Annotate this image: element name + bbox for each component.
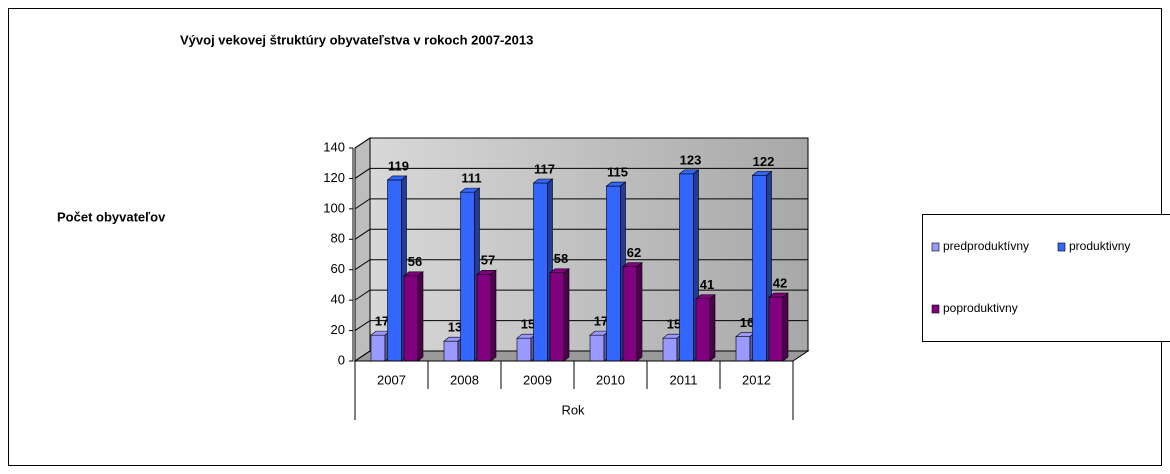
legend-label: poproduktivny	[943, 301, 1018, 315]
bar	[476, 269, 497, 362]
chart-title: Vývoj vekovej štruktúry obyvateľstva v r…	[180, 32, 533, 47]
bar-front	[476, 273, 492, 362]
grid-line	[354, 228, 808, 240]
bar-front	[695, 298, 711, 362]
data-label: 57	[481, 253, 495, 268]
x-tick-label: 2012	[742, 372, 771, 387]
bar-front	[606, 185, 621, 362]
bar-front	[768, 296, 784, 362]
legend-box	[922, 214, 1170, 342]
x-tick-label: 2007	[377, 372, 406, 387]
bar	[516, 333, 537, 362]
side-wall	[354, 137, 371, 362]
legend-swatch	[1057, 242, 1066, 252]
grid-line	[354, 259, 808, 271]
x-axis-label: Rok	[561, 402, 585, 417]
x-tick-label: 2009	[523, 372, 552, 387]
grid-line	[354, 350, 808, 362]
grid-line	[354, 167, 808, 179]
bar-side	[709, 293, 716, 362]
legend-swatch	[931, 242, 940, 252]
data-label: 123	[680, 152, 702, 167]
bar-side	[417, 271, 424, 362]
data-label: 58	[554, 251, 568, 266]
bar	[605, 181, 627, 362]
bar	[751, 170, 773, 362]
y-tick-label: 120	[323, 170, 345, 185]
bar-side	[490, 269, 497, 362]
bar-side	[636, 262, 643, 362]
bar	[622, 262, 643, 362]
bar	[386, 175, 408, 362]
bar-front	[370, 334, 386, 362]
bar-front	[387, 179, 402, 362]
bar	[403, 271, 424, 362]
bar	[549, 268, 570, 362]
data-label: 15	[667, 317, 681, 332]
bar-front	[516, 337, 532, 362]
bar-front	[403, 275, 419, 362]
bar-front	[735, 336, 751, 362]
y-tick-label: 100	[323, 200, 345, 215]
bar-front	[662, 337, 678, 362]
data-label: 16	[740, 315, 754, 330]
bar-front	[443, 340, 459, 362]
grid-line	[354, 289, 808, 301]
bar	[695, 293, 716, 362]
y-tick-label: 20	[331, 322, 345, 337]
data-label: 117	[534, 161, 555, 176]
data-label: 111	[461, 171, 481, 186]
bar	[768, 292, 789, 362]
data-label: 41	[700, 277, 714, 292]
y-tick-label: 140	[323, 139, 345, 154]
data-label: 42	[773, 276, 787, 291]
data-label: 15	[521, 317, 535, 332]
bar	[662, 333, 683, 362]
bar	[370, 330, 391, 362]
y-axis-label: Počet obyvateľov	[57, 209, 166, 224]
y-tick-label: 80	[331, 231, 345, 246]
bar-front	[549, 272, 565, 362]
x-tick-label: 2010	[596, 372, 625, 387]
bar-front	[460, 191, 475, 362]
grid-line	[354, 137, 808, 149]
bar-front	[622, 266, 638, 362]
bar-front	[752, 175, 767, 362]
legend-label: produktivny	[1069, 239, 1130, 253]
data-label: 17	[375, 314, 389, 329]
bar	[532, 178, 554, 362]
y-tick-label: 40	[331, 292, 345, 307]
bar-front	[679, 173, 694, 362]
grid-line	[354, 198, 808, 210]
legend-swatch	[931, 304, 940, 314]
data-label: 13	[448, 320, 462, 335]
bar-front	[589, 334, 605, 362]
legend-label: predproduktívny	[943, 239, 1029, 253]
bar	[735, 332, 756, 362]
bar-side	[563, 268, 570, 362]
y-tick-label: 60	[331, 261, 345, 276]
bar	[443, 336, 464, 362]
x-tick-label: 2008	[450, 372, 479, 387]
bar-side	[782, 292, 789, 362]
bar-front	[533, 182, 548, 362]
bar	[589, 330, 610, 362]
data-label: 119	[388, 158, 409, 173]
bar	[678, 169, 700, 362]
data-label: 115	[607, 164, 628, 179]
grid-line	[354, 320, 808, 331]
data-label: 62	[627, 245, 641, 260]
y-tick-label: 0	[338, 352, 345, 367]
data-label: 56	[408, 254, 422, 269]
data-label: 17	[594, 314, 608, 329]
x-tick-label: 2011	[670, 372, 698, 387]
data-label: 122	[753, 154, 775, 169]
